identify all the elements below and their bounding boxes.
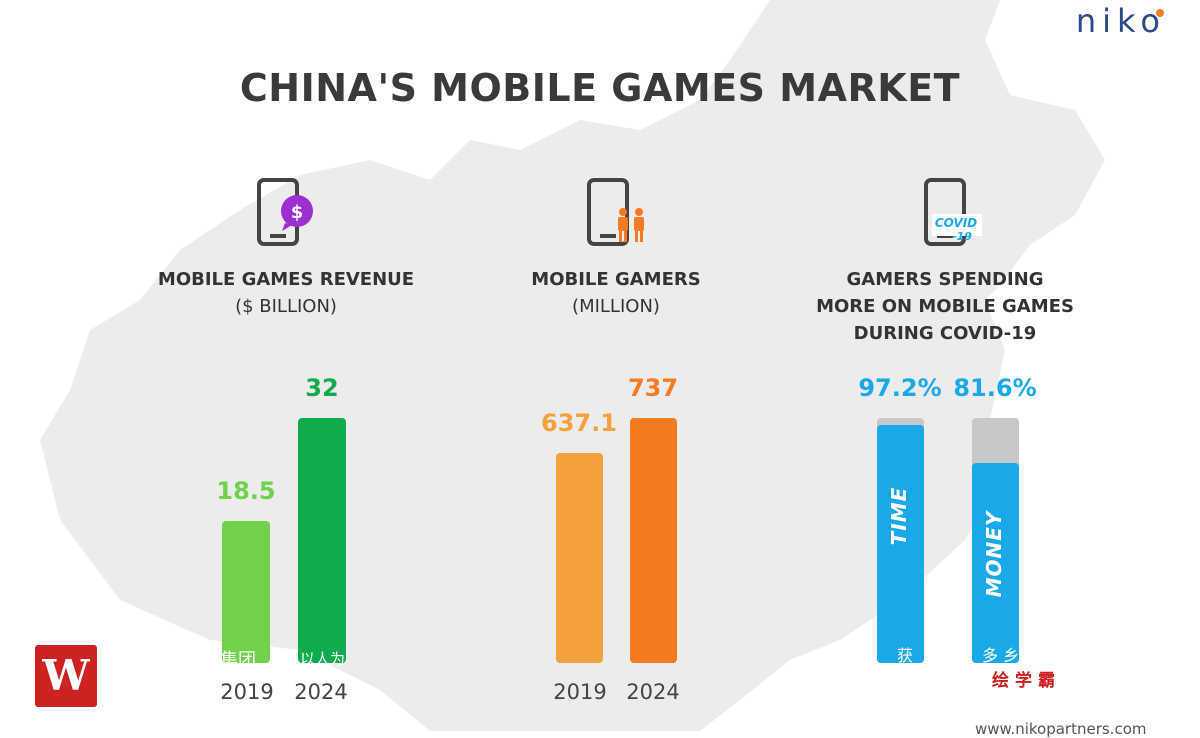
- covid-label-line-3: DURING COVID-19: [853, 323, 1037, 344]
- w-logo-glyph: W: [42, 651, 90, 700]
- watermark-chars-left-2: 以人为: [300, 650, 346, 668]
- w-logo: W: [35, 645, 97, 707]
- red-watermark: 绘学霸: [992, 671, 1061, 691]
- page-title: CHINA'S MOBILE GAMES MARKET: [239, 66, 961, 110]
- watermark-chars-right-2: 多 乡: [982, 646, 1020, 665]
- revenue-2024-value: 32: [305, 374, 339, 402]
- watermark-chars-right-1: 获: [897, 646, 914, 665]
- revenue-2024-tick: 2024: [294, 680, 348, 704]
- svg-text:$: $: [291, 202, 304, 223]
- money-bar: [972, 463, 1019, 663]
- logo-dot: [1156, 9, 1164, 17]
- svg-text:-19: -19: [952, 230, 972, 243]
- gamers-unit: (MILLION): [572, 296, 660, 317]
- gamers-2024-tick: 2024: [626, 680, 680, 704]
- phone-dollar-icon: $: [257, 178, 313, 246]
- gamers-2024-bar: [630, 418, 677, 663]
- phone-people-icon: [587, 178, 644, 246]
- revenue-2019-tick: 2019: [220, 680, 274, 704]
- revenue-2019-value: 18.5: [216, 477, 276, 506]
- revenue-unit: ($ BILLION): [235, 296, 337, 317]
- revenue-title: MOBILE GAMES REVENUE: [157, 269, 415, 290]
- niko-logo[interactable]: NIKO: [1075, 2, 1166, 40]
- covid-label-line-1: GAMERS SPENDING: [846, 269, 1044, 290]
- covid-label-line-2: MORE ON MOBILE GAMES: [816, 296, 1074, 317]
- gamers-title: MOBILE GAMERS: [531, 269, 701, 290]
- time-label: TIME: [887, 486, 911, 546]
- revenue-2019-bar: [222, 521, 270, 663]
- time-value: 97.2%: [858, 374, 942, 402]
- money-label: MONEY: [982, 510, 1006, 598]
- covid-label: GAMERS SPENDING MORE ON MOBILE GAMES DUR…: [800, 266, 1090, 347]
- footer-url[interactable]: www.nikopartners.com: [975, 720, 1147, 738]
- time-bar: [877, 424, 924, 663]
- gamers-2019-tick: 2019: [553, 680, 607, 704]
- svg-text:COVID: COVID: [935, 216, 977, 230]
- gamers-2019-value: 637.1: [541, 409, 617, 437]
- watermark-chars-left: 集团: [220, 650, 256, 671]
- gamers-label: MOBILE GAMERS (MILLION): [466, 266, 766, 320]
- revenue-label: MOBILE GAMES REVENUE ($ BILLION): [136, 266, 436, 320]
- money-value: 81.6%: [953, 374, 1037, 402]
- gamers-2024-value: 737: [627, 374, 679, 402]
- phone-covid-icon: COVID -19: [924, 178, 982, 246]
- revenue-2024-bar: [298, 418, 346, 663]
- gamers-2019-bar: [556, 453, 603, 663]
